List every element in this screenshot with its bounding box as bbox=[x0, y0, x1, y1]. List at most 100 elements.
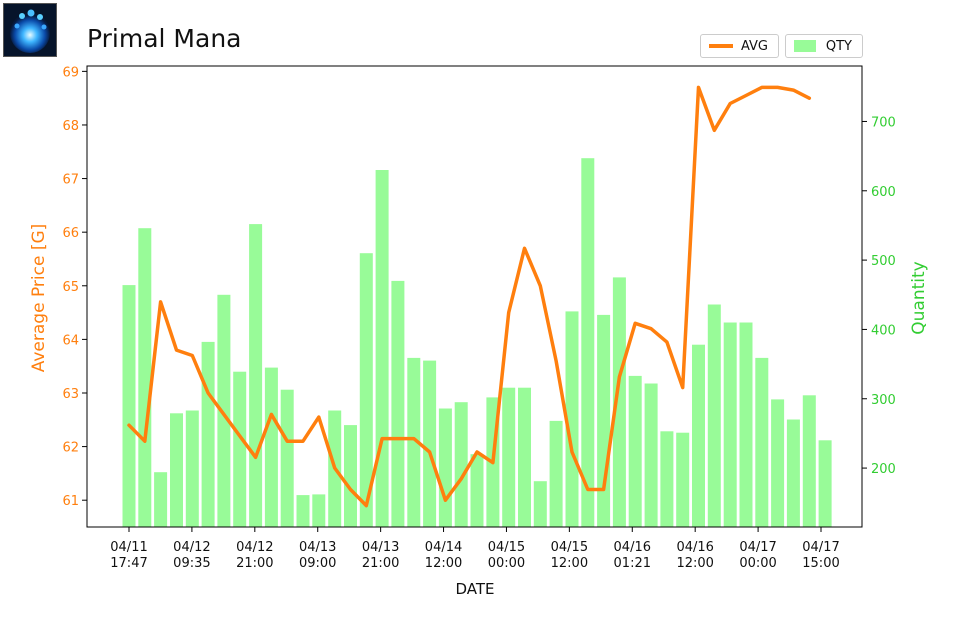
left-tick-label: 61 bbox=[62, 494, 79, 509]
qty-bar bbox=[407, 357, 421, 527]
x-tick-label: 01:21 bbox=[614, 556, 651, 571]
qty-bar bbox=[565, 311, 579, 527]
legend-avg-swatch bbox=[709, 44, 733, 48]
right-tick-label: 600 bbox=[871, 185, 896, 200]
right-tick-label: 700 bbox=[871, 115, 896, 130]
qty-bar bbox=[217, 294, 231, 527]
qty-bar bbox=[786, 419, 800, 527]
right-axis-label: Quantity bbox=[909, 261, 929, 334]
x-tick-label: 04/17 bbox=[802, 540, 839, 555]
avg-series-line bbox=[127, 85, 812, 508]
x-tick-label: 09:35 bbox=[173, 556, 210, 571]
qty-bar bbox=[771, 399, 785, 527]
left-tick-label: 65 bbox=[62, 280, 79, 295]
x-tick-label: 04/15 bbox=[488, 540, 525, 555]
qty-bar bbox=[201, 341, 215, 527]
qty-bar bbox=[723, 322, 737, 527]
x-tick-label: 04/14 bbox=[425, 540, 462, 555]
x-tick-label: 00:00 bbox=[739, 556, 776, 571]
left-tick-label: 64 bbox=[62, 333, 79, 348]
qty-bar bbox=[233, 371, 247, 527]
qty-bar bbox=[707, 304, 721, 527]
qty-bar bbox=[612, 277, 626, 527]
qty-bar bbox=[312, 494, 326, 527]
qty-bar bbox=[375, 170, 389, 527]
left-tick-label: 62 bbox=[62, 441, 79, 456]
qty-bar bbox=[296, 495, 310, 527]
qty-bar bbox=[818, 440, 832, 527]
qty-bar bbox=[470, 454, 484, 527]
x-tick-label: 17:47 bbox=[110, 556, 147, 571]
x-tick-label: 12:00 bbox=[676, 556, 713, 571]
qty-bar bbox=[185, 410, 199, 527]
qty-bar bbox=[628, 375, 642, 527]
left-tick-label: 66 bbox=[62, 226, 79, 241]
left-axis-ticks: 61 62 63 64 65 66 67 68 69 bbox=[62, 65, 87, 509]
x-tick-label: 04/16 bbox=[614, 540, 651, 555]
qty-bar bbox=[344, 425, 357, 527]
qty-bar bbox=[581, 158, 595, 527]
qty-bar bbox=[122, 285, 136, 527]
avg-line bbox=[127, 85, 812, 508]
qty-bars bbox=[122, 158, 832, 527]
x-tick-label: 21:00 bbox=[236, 556, 273, 571]
qty-bar bbox=[739, 322, 753, 527]
qty-bar bbox=[692, 344, 705, 527]
legend-qty: QTY bbox=[785, 34, 863, 58]
x-tick-label: 04/17 bbox=[739, 540, 776, 555]
x-tick-label: 04/16 bbox=[676, 540, 713, 555]
x-tick-label: 04/13 bbox=[299, 540, 336, 555]
qty-bar bbox=[359, 253, 373, 527]
x-tick-label: 09:00 bbox=[299, 556, 336, 571]
qty-bar bbox=[280, 389, 294, 527]
x-tick-label: 21:00 bbox=[362, 556, 399, 571]
x-tick-label: 04/15 bbox=[551, 540, 588, 555]
x-tick-label: 04/13 bbox=[362, 540, 399, 555]
qty-bar bbox=[154, 472, 168, 527]
left-tick-label: 69 bbox=[62, 65, 79, 80]
x-tick-label: 15:00 bbox=[802, 556, 839, 571]
plot-frame bbox=[86, 65, 863, 528]
qty-bar bbox=[391, 280, 405, 527]
left-tick-label: 67 bbox=[62, 173, 79, 188]
qty-bar bbox=[755, 357, 769, 527]
legend-avg-label: AVG bbox=[740, 38, 768, 54]
qty-bar bbox=[423, 360, 437, 527]
qty-bar bbox=[660, 431, 674, 527]
qty-bar bbox=[533, 481, 547, 527]
qty-bar bbox=[676, 432, 690, 527]
legend-avg: AVG bbox=[700, 34, 779, 58]
right-tick-label: 400 bbox=[871, 323, 896, 338]
qty-bar bbox=[802, 395, 816, 527]
left-tick-label: 63 bbox=[62, 387, 79, 402]
x-tick-label: 00:00 bbox=[488, 556, 525, 571]
x-tick-label: 04/11 bbox=[110, 540, 147, 555]
qty-bar bbox=[249, 224, 263, 527]
qty-bar bbox=[644, 383, 658, 527]
qty-bar bbox=[264, 367, 278, 527]
qty-bar bbox=[438, 408, 452, 527]
x-tick-label: 04/12 bbox=[236, 540, 273, 555]
right-axis-ticks: 200 300 400 500 600 700 bbox=[862, 115, 896, 477]
x-axis-ticks: 04/1117:4704/1209:3504/1221:0004/1309:00… bbox=[110, 527, 840, 571]
x-tick-label: 04/12 bbox=[173, 540, 210, 555]
x-tick-label: 12:00 bbox=[425, 556, 462, 571]
qty-bar bbox=[502, 387, 516, 527]
qty-bar bbox=[170, 413, 183, 527]
left-axis-label: Average Price [G] bbox=[29, 224, 49, 373]
left-tick-label: 68 bbox=[62, 119, 79, 134]
chart-title: Primal Mana bbox=[87, 24, 242, 53]
x-tick-label: 12:00 bbox=[551, 556, 588, 571]
qty-bar bbox=[549, 420, 563, 527]
right-tick-label: 200 bbox=[871, 462, 896, 477]
qty-bar bbox=[138, 228, 152, 527]
right-tick-label: 500 bbox=[871, 254, 896, 269]
qty-bar bbox=[518, 387, 531, 527]
legend-qty-label: QTY bbox=[825, 38, 852, 54]
qty-bar bbox=[597, 314, 611, 527]
qty-bar bbox=[454, 402, 468, 527]
glowing-blue-orb-icon bbox=[3, 3, 57, 57]
right-tick-label: 300 bbox=[871, 393, 896, 408]
x-axis-label: DATE bbox=[455, 580, 494, 598]
